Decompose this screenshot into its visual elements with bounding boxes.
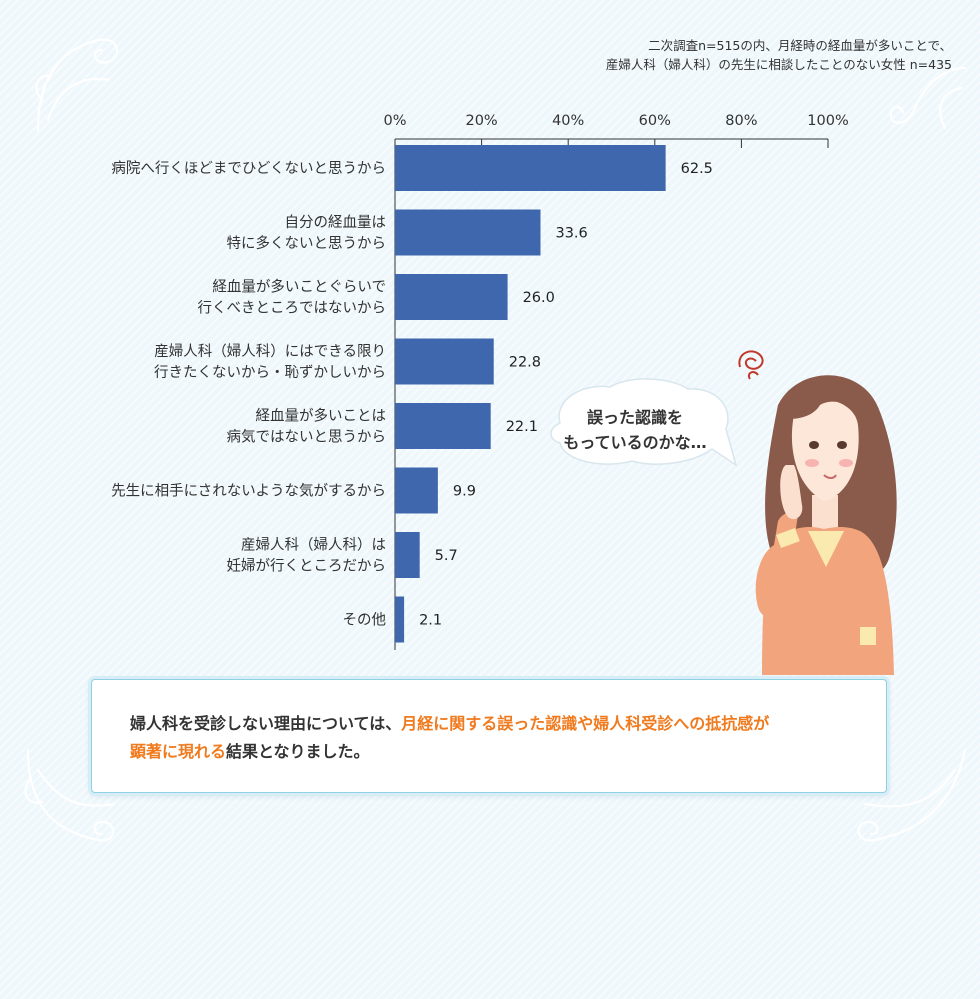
bar-value-label: 33.6 (555, 226, 587, 242)
x-tick-label: 60% (639, 113, 671, 129)
ornament-bottom-left (18, 740, 128, 864)
bar (395, 209, 541, 256)
bar-value-label: 9.9 (453, 484, 476, 500)
bar-value-label: 22.8 (509, 355, 541, 371)
bar (395, 532, 420, 578)
bar (395, 274, 508, 320)
bar-value-label: 26.0 (523, 290, 555, 306)
survey-note-line1: 二次調査n=515の内、月経時の経血量が多いことで、 (648, 38, 952, 53)
category-label: 病気ではないと思うから (227, 429, 387, 446)
category-label: 経血量が多いことぐらいで (212, 279, 386, 296)
x-tick-label: 0% (383, 113, 406, 129)
category-label: その他 (343, 612, 387, 629)
woman-illustration (738, 345, 908, 689)
bar-value-label: 2.1 (419, 613, 442, 629)
bar-value-label: 62.5 (681, 161, 713, 177)
bar (395, 596, 405, 643)
category-label: 産婦人科（婦人科）にはできる限り (154, 343, 386, 360)
category-label: 経血量が多いことは (256, 408, 387, 425)
category-label: 病院へ行くほどまでひどくないと思うから (111, 160, 386, 177)
summary-box: 婦人科を受診しない理由については、月経に関する誤った認識や婦人科受診への抵抗感が… (91, 679, 887, 793)
bar (395, 145, 666, 191)
ornament-top-left (28, 20, 128, 144)
speech-bubble: 誤った認識を もっているのかな… (540, 373, 740, 477)
confusion-scribble (738, 350, 764, 380)
ornament-bottom-right (845, 740, 970, 864)
category-label: 行きたくないから・恥ずかしいから (154, 364, 386, 381)
survey-note: 二次調査n=515の内、月経時の経血量が多いことで、 産婦人科（婦人科）の先生に… (606, 36, 952, 74)
category-label: 行くべきところではないから (198, 300, 387, 317)
x-tick-label: 20% (465, 113, 497, 129)
speech-bubble-shape (550, 378, 738, 467)
survey-note-line2: 産婦人科（婦人科）の先生に相談したことのない女性 n=435 (605, 57, 952, 72)
category-label: 産婦人科（婦人科）は (241, 537, 386, 554)
category-label: 先生に相手にされないような気がするから (111, 483, 386, 500)
category-label: 自分の経血量は (285, 214, 387, 231)
bar (395, 403, 491, 449)
bar (395, 338, 494, 385)
x-tick-label: 40% (552, 113, 584, 129)
summary-highlight-2: 顕著に現れる (130, 742, 227, 761)
summary-text-part2: 結果となりました。 (226, 742, 370, 761)
bar-value-label: 5.7 (435, 548, 458, 564)
summary-highlight-1: 月経に関する誤った認識や婦人科受診への抵抗感が (401, 714, 770, 733)
bar (395, 467, 438, 514)
bar-chart: 0% 20% 40% 60% 80% 100% 62.5 病院へ行くほどまでひどくないと思うか… (111, 113, 849, 650)
category-label: 妊婦が行くところだから (227, 558, 387, 575)
ornament-top-right (885, 58, 970, 142)
category-label: 特に多くないと思うから (227, 235, 387, 252)
speech-bubble-line1: 誤った認識を (586, 408, 683, 427)
x-tick-label: 80% (725, 113, 757, 129)
summary-text: 婦人科を受診しない理由については、月経に関する誤った認識や婦人科受診への抵抗感が… (130, 710, 870, 766)
summary-text-part1: 婦人科を受診しない理由については、 (130, 714, 402, 733)
x-tick-label: 100% (807, 113, 848, 129)
bar-value-label: 22.1 (506, 419, 538, 435)
speech-bubble-line2: もっているのかな… (563, 433, 707, 452)
